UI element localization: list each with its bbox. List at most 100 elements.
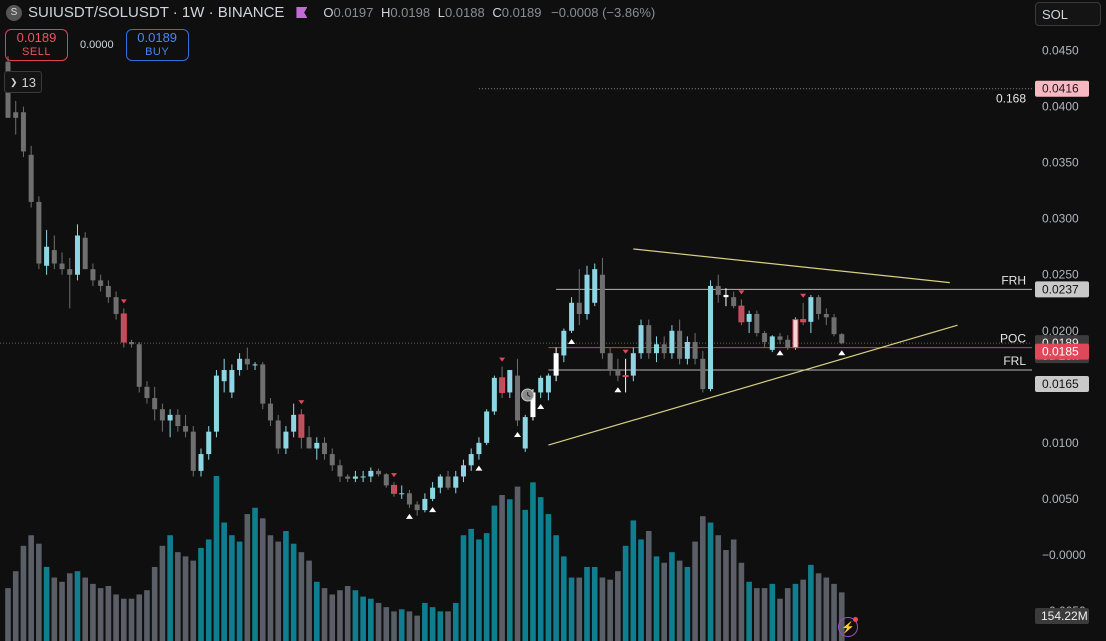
volume-bar xyxy=(20,545,27,641)
volume-bar xyxy=(692,541,698,641)
level-label: FRH xyxy=(1001,273,1026,287)
price-tag xyxy=(1035,281,1089,298)
volume-bar xyxy=(568,577,575,641)
price-tag-value: 0.0416 xyxy=(1042,82,1079,96)
volume-bar xyxy=(90,583,96,641)
y-tick-label: 0.0450 xyxy=(1042,44,1079,58)
volume-bar xyxy=(530,482,536,641)
candle-body xyxy=(260,364,266,404)
buy-button[interactable]: 0.0189 BUY xyxy=(125,29,189,61)
candle-body xyxy=(306,437,312,449)
candle-body xyxy=(152,398,158,410)
candle-body xyxy=(175,414,181,427)
volume-bar xyxy=(522,509,529,641)
candle-body xyxy=(113,297,119,314)
volume-bar xyxy=(561,556,567,641)
candle-body xyxy=(352,476,358,479)
volume-bar xyxy=(252,507,258,641)
volume-bars xyxy=(5,476,845,641)
signal-down-icon xyxy=(391,473,397,478)
indicators-toggle-button[interactable]: ❯ 13 xyxy=(4,71,43,93)
signal-down-icon xyxy=(622,349,629,354)
volume-bar xyxy=(391,611,397,641)
volume-bar xyxy=(684,566,691,641)
chevron-down-icon: ❯ xyxy=(10,76,18,87)
level-label: 0.168 xyxy=(996,92,1026,106)
sell-button[interactable]: 0.0189 SELL xyxy=(5,29,68,61)
chart-header: S SUIUSDT/SOLUSDT · 1W · BINANCE O0.0197… xyxy=(6,4,655,21)
volume-bar xyxy=(121,598,127,641)
volume-bar xyxy=(190,560,197,641)
volume-bar xyxy=(800,579,806,641)
volume-bar xyxy=(298,552,305,641)
candle-body xyxy=(708,285,714,390)
candle-body xyxy=(584,274,590,314)
candle-body xyxy=(283,431,289,449)
candle-body xyxy=(561,330,567,356)
notification-dot xyxy=(853,617,858,622)
candle-body xyxy=(414,504,420,511)
price-axis[interactable]: 0.0450 0.0400 0.0350 0.0300 0.0250 0.0200 0.01… xyxy=(1035,44,1089,624)
ohlc-high-key: H xyxy=(380,5,391,20)
candle-body xyxy=(638,325,644,354)
candle-body xyxy=(484,411,490,443)
volume-bar xyxy=(730,539,737,641)
y-tick-label: 0.0250 xyxy=(1042,268,1079,282)
volume-bar xyxy=(754,588,760,641)
candle-body xyxy=(607,353,613,371)
y-tick-label: 0.0350 xyxy=(1042,156,1079,170)
lightning-icon[interactable]: ⚡ xyxy=(838,617,858,637)
volume-bar xyxy=(576,577,583,641)
symbol-search-input[interactable]: SOL xyxy=(1035,2,1101,26)
ohlc-values: O0.0197 H0.0198 L0.0188 C0.0189 −0.0008 … xyxy=(319,5,655,20)
candle-body xyxy=(345,476,351,479)
candle-body xyxy=(430,487,436,499)
candle-body xyxy=(20,112,26,152)
volume-bar xyxy=(584,566,590,641)
ohlc-open-key: O xyxy=(323,5,334,20)
volume-bar xyxy=(398,609,405,641)
volume-bar xyxy=(499,495,505,641)
volume-bar xyxy=(290,543,297,641)
candle-body xyxy=(816,297,822,314)
candle-body xyxy=(599,274,605,354)
candle-body xyxy=(298,414,305,438)
candle-body xyxy=(808,297,814,322)
candle-body xyxy=(530,392,536,418)
candle-body xyxy=(190,431,196,471)
candle-body xyxy=(777,336,783,340)
signal-up-icon xyxy=(514,432,522,438)
candle-body xyxy=(422,498,428,511)
volume-bar xyxy=(51,577,58,641)
candle-body xyxy=(823,313,829,318)
candle-body xyxy=(630,353,636,376)
volume-bar xyxy=(607,579,613,641)
sell-label: SELL xyxy=(22,46,51,58)
volume-bar xyxy=(777,598,783,641)
candle-body xyxy=(221,370,227,382)
trade-panel: 0.0189 SELL 0.0000 0.0189 BUY xyxy=(5,29,189,61)
volume-bar xyxy=(445,611,451,641)
y-tick-label: 0.0100 xyxy=(1042,436,1079,450)
candle-body xyxy=(538,377,544,393)
signal-up-icon xyxy=(614,387,622,393)
volume-bar xyxy=(437,611,444,641)
candle-body xyxy=(183,426,189,432)
horizontal-lines: 0.168 FRH POC FRL xyxy=(0,88,1032,371)
volume-bar xyxy=(198,547,204,641)
symbol-title[interactable]: SUIUSDT/SOLUSDT · 1W · BINANCE xyxy=(28,4,285,21)
signal-up-icon xyxy=(537,404,545,410)
volume-bar xyxy=(337,590,343,641)
volume-bar xyxy=(267,535,274,641)
clock-hands xyxy=(527,392,531,397)
price-tag-value: 0.0185 xyxy=(1042,345,1079,359)
price-tag-value: 0.0237 xyxy=(1042,282,1079,296)
candle-body xyxy=(129,341,135,345)
volume-bar xyxy=(676,560,683,641)
candle-body xyxy=(59,263,65,270)
flag-icon[interactable] xyxy=(296,7,308,18)
candle-body xyxy=(67,269,73,275)
candle-body xyxy=(576,302,582,314)
candle-body xyxy=(74,235,80,275)
